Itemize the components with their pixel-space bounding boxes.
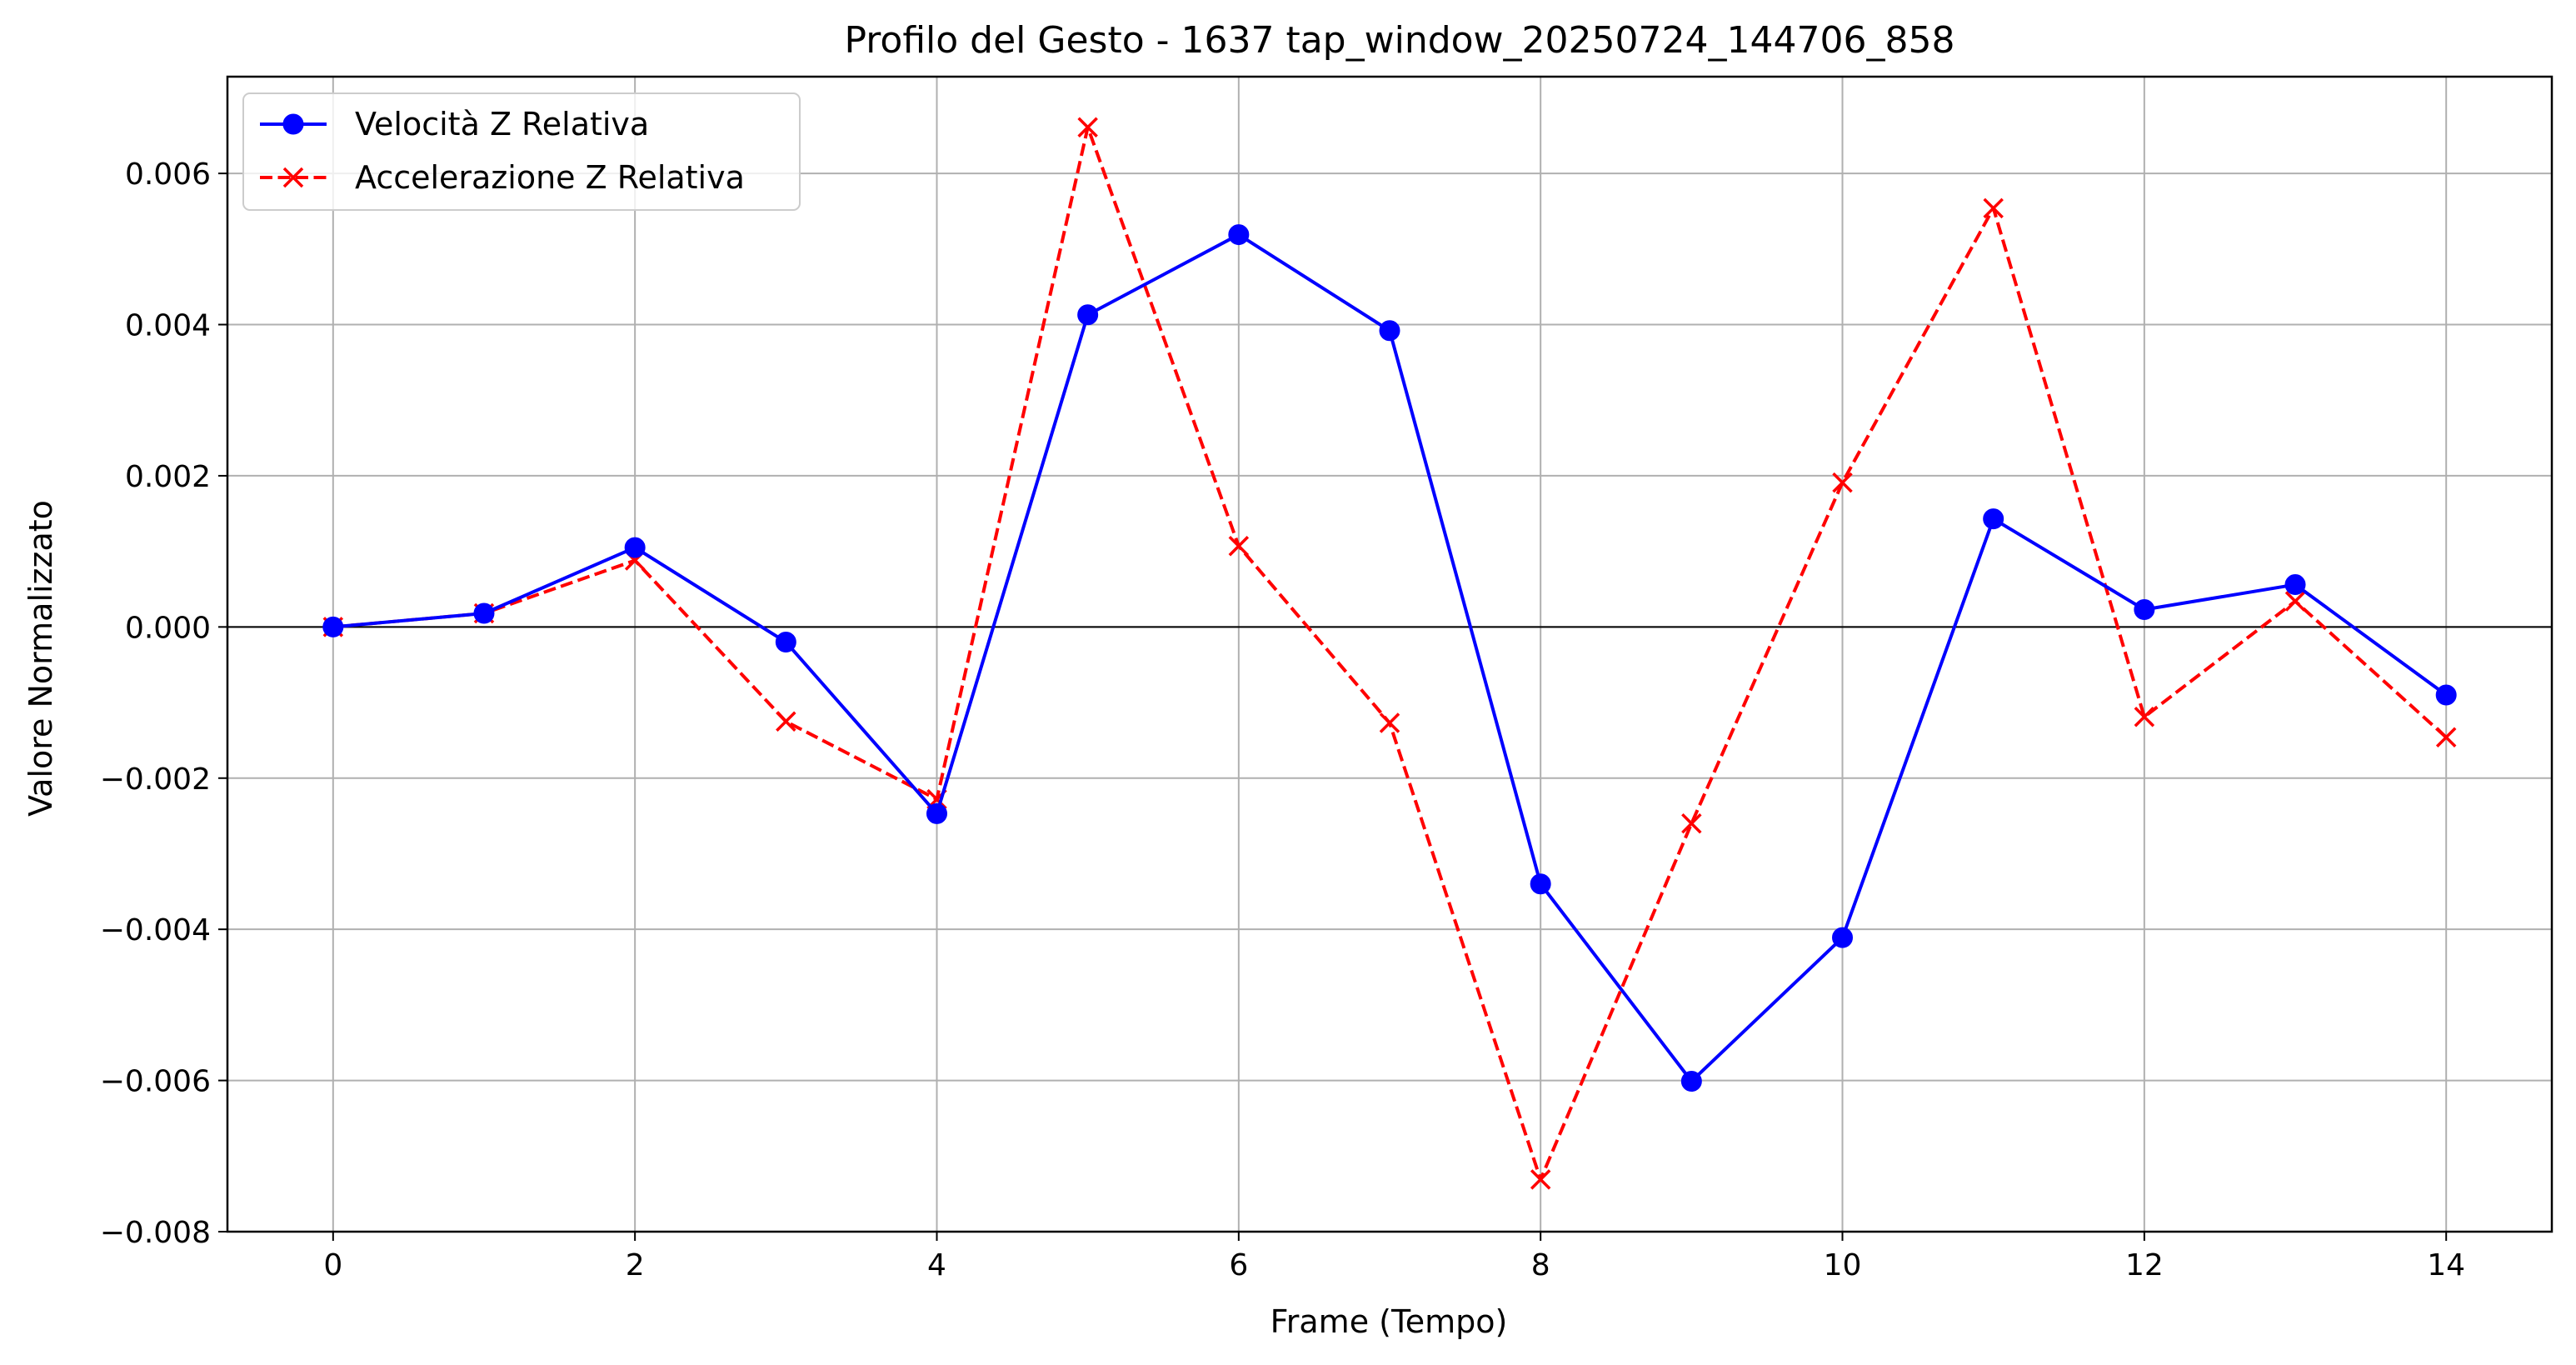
data-point-velocity — [1530, 873, 1551, 895]
y-tick-label: 0.002 — [125, 460, 211, 494]
data-point-acceleration — [1077, 117, 1098, 138]
legend-label: Velocità Z Relativa — [355, 106, 649, 142]
data-point-velocity — [1680, 1070, 1702, 1092]
data-point-acceleration — [2435, 727, 2457, 748]
x-tick-label: 10 — [1824, 1248, 1862, 1282]
legend-marker — [282, 113, 304, 135]
y-tick-label: −0.004 — [100, 913, 211, 948]
data-point-velocity — [926, 802, 947, 824]
x-tick-label: 2 — [626, 1248, 645, 1282]
series-velocity — [322, 224, 2457, 1092]
data-point-velocity — [1228, 224, 1250, 246]
y-axis-ticks: −0.008 −0.006 −0.004 −0.002 0.000 0.002 0.004 0… — [100, 158, 227, 1250]
series-layer — [322, 117, 2457, 1190]
data-point-acceleration — [2134, 707, 2155, 728]
data-point-acceleration — [1228, 536, 1250, 557]
data-point-velocity — [2134, 598, 2155, 620]
data-point-velocity — [473, 602, 495, 624]
x-tick-label: 14 — [2427, 1248, 2465, 1282]
x-tick-label: 0 — [323, 1248, 342, 1282]
data-point-velocity — [1832, 927, 1854, 948]
y-tick-label: 0.006 — [125, 158, 211, 192]
data-point-velocity — [624, 537, 646, 558]
data-point-acceleration — [1681, 812, 1702, 834]
data-point-velocity — [1983, 508, 2004, 530]
data-point-acceleration — [1530, 1169, 1551, 1190]
data-point-velocity — [322, 616, 344, 638]
legend-marker — [282, 167, 304, 188]
y-axis-label: Valore Normalizzato — [22, 500, 59, 817]
data-point-acceleration — [2284, 591, 2306, 612]
plot-frame — [226, 75, 2554, 1233]
data-point-velocity — [1077, 304, 1099, 326]
chart-title: Profilo del Gesto - 1637 tap_window_2025… — [845, 19, 1955, 62]
legend-item-velocity: Velocità Z Relativa — [260, 106, 649, 142]
legend-item-acceleration: Accelerazione Z Relativa — [260, 159, 745, 196]
data-point-velocity — [2435, 684, 2457, 706]
data-point-acceleration — [776, 711, 796, 732]
data-point-velocity — [2284, 574, 2306, 596]
legend: Velocità Z Relativa Accelerazione Z Relat… — [242, 92, 801, 211]
x-axis-ticks: 0 2 4 6 8 10 12 14 — [323, 1232, 2465, 1282]
data-point-acceleration — [1379, 712, 1400, 733]
data-point-acceleration — [1832, 472, 1853, 493]
y-tick-label: 0.004 — [125, 309, 211, 343]
legend-box — [242, 92, 801, 211]
data-point-velocity — [1379, 320, 1400, 342]
x-tick-label: 8 — [1531, 1248, 1550, 1282]
x-axis-label: Frame (Tempo) — [1271, 1303, 1508, 1340]
data-point-velocity — [775, 631, 796, 652]
y-tick-label: −0.002 — [100, 762, 211, 797]
x-tick-label: 12 — [2125, 1248, 2164, 1282]
x-tick-label: 4 — [927, 1248, 946, 1282]
x-tick-label: 6 — [1229, 1248, 1248, 1282]
y-tick-label: −0.006 — [100, 1065, 211, 1099]
legend-label: Accelerazione Z Relativa — [355, 159, 745, 196]
y-tick-label: −0.008 — [100, 1216, 211, 1250]
y-tick-label: 0.000 — [125, 611, 211, 645]
data-point-acceleration — [1983, 198, 2004, 219]
